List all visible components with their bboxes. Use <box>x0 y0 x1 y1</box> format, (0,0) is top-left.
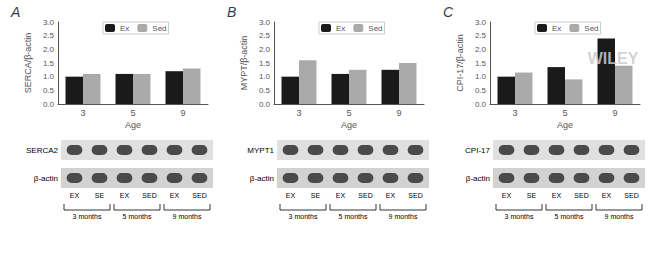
svg-text:0.5: 0.5 <box>475 86 487 95</box>
svg-text:EX: EX <box>336 192 346 199</box>
svg-text:3: 3 <box>296 108 301 118</box>
svg-text:1.5: 1.5 <box>475 59 487 68</box>
svg-text:SE: SE <box>527 192 537 199</box>
svg-text:0.5: 0.5 <box>43 86 55 95</box>
svg-text:MYPT1: MYPT1 <box>247 146 274 155</box>
svg-text:3: 3 <box>512 108 517 118</box>
svg-text:SED: SED <box>142 192 156 199</box>
svg-text:5: 5 <box>346 108 351 118</box>
svg-text:1.0: 1.0 <box>43 72 55 81</box>
svg-text:0.0: 0.0 <box>475 100 487 109</box>
svg-text:3.0: 3.0 <box>43 18 55 27</box>
svg-text:3 months: 3 months <box>505 213 534 220</box>
svg-text:CPI-17/β-actin: CPI-17/β-actin <box>455 34 465 92</box>
svg-text:WILEY: WILEY <box>588 50 639 67</box>
svg-text:1.5: 1.5 <box>43 59 55 68</box>
svg-text:9: 9 <box>396 108 401 118</box>
svg-text:3 months: 3 months <box>289 213 318 220</box>
svg-text:9 months: 9 months <box>173 213 202 220</box>
svg-text:β-actin: β-actin <box>250 174 274 183</box>
svg-text:β-actin: β-actin <box>34 174 58 183</box>
svg-text:9: 9 <box>612 108 617 118</box>
svg-text:β-actin: β-actin <box>466 174 490 183</box>
svg-text:5: 5 <box>130 108 135 118</box>
svg-text:SE: SE <box>311 192 321 199</box>
svg-text:SED: SED <box>408 192 422 199</box>
svg-text:3: 3 <box>80 108 85 118</box>
svg-text:Ex: Ex <box>552 24 561 33</box>
svg-text:2.0: 2.0 <box>43 45 55 54</box>
svg-text:5 months: 5 months <box>123 213 152 220</box>
svg-text:CPI-17: CPI-17 <box>465 146 490 155</box>
svg-text:Sed: Sed <box>152 24 166 33</box>
svg-text:Sed: Sed <box>584 24 598 33</box>
svg-text:Age: Age <box>557 120 573 130</box>
svg-text:0.5: 0.5 <box>259 86 271 95</box>
svg-text:SERCA2: SERCA2 <box>26 146 59 155</box>
svg-text:EX: EX <box>552 192 562 199</box>
svg-text:EX: EX <box>602 192 612 199</box>
svg-text:9: 9 <box>180 108 185 118</box>
svg-text:Ex: Ex <box>336 24 345 33</box>
svg-text:SE: SE <box>95 192 105 199</box>
svg-text:C: C <box>443 4 454 20</box>
svg-text:Age: Age <box>125 120 141 130</box>
svg-text:3.0: 3.0 <box>475 18 487 27</box>
svg-text:EX: EX <box>170 192 180 199</box>
svg-text:EX: EX <box>502 192 512 199</box>
svg-text:2.5: 2.5 <box>475 31 487 40</box>
svg-text:5 months: 5 months <box>555 213 584 220</box>
svg-text:1.0: 1.0 <box>475 72 487 81</box>
svg-text:EX: EX <box>70 192 80 199</box>
svg-text:A: A <box>10 4 20 20</box>
svg-text:B: B <box>227 4 236 20</box>
svg-text:3.0: 3.0 <box>259 18 271 27</box>
svg-text:3 months: 3 months <box>73 213 102 220</box>
svg-text:SED: SED <box>358 192 372 199</box>
svg-text:5: 5 <box>562 108 567 118</box>
svg-text:0.0: 0.0 <box>259 100 271 109</box>
svg-text:Sed: Sed <box>368 24 382 33</box>
svg-text:9 months: 9 months <box>389 213 418 220</box>
svg-text:1.5: 1.5 <box>259 59 271 68</box>
svg-text:2.5: 2.5 <box>259 31 271 40</box>
svg-text:EX: EX <box>120 192 130 199</box>
svg-text:9 months: 9 months <box>605 213 634 220</box>
svg-text:Age: Age <box>341 120 357 130</box>
svg-text:1.0: 1.0 <box>259 72 271 81</box>
svg-text:SERCA/β-actin: SERCA/β-actin <box>23 33 33 94</box>
svg-text:SED: SED <box>192 192 206 199</box>
svg-text:0.0: 0.0 <box>43 100 55 109</box>
svg-text:SED: SED <box>574 192 588 199</box>
svg-text:SED: SED <box>624 192 638 199</box>
svg-text:Ex: Ex <box>120 24 129 33</box>
svg-text:EX: EX <box>386 192 396 199</box>
svg-text:2.5: 2.5 <box>43 31 55 40</box>
svg-text:2.0: 2.0 <box>475 45 487 54</box>
svg-text:EX: EX <box>286 192 296 199</box>
svg-text:2.0: 2.0 <box>259 45 271 54</box>
svg-text:5 months: 5 months <box>339 213 368 220</box>
svg-text:MYPT/β-actin: MYPT/β-actin <box>239 36 249 91</box>
